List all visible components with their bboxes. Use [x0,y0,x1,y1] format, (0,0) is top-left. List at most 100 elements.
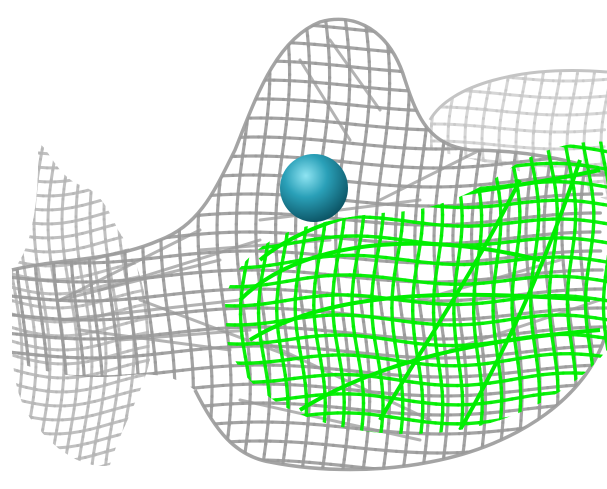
outer-mesh-strut [22,19,28,24]
outer-mesh-strut [62,433,67,447]
outer-mesh-strut [584,462,589,470]
fin-mesh-strut [118,164,123,178]
green-mesh-strut [309,143,324,149]
fin-mesh-strut [149,144,150,152]
fin-mesh-strut [153,288,163,289]
outer-mesh-strut [280,143,286,157]
outer-mesh-strut [462,433,467,448]
outer-mesh-strut [465,15,475,16]
outer-mesh-strut [109,469,122,470]
outer-mesh-strut [226,23,231,37]
outer-mesh-strut [169,26,183,31]
fin-mesh-strut [0,466,4,469]
outer-mesh-strut [57,153,63,167]
outer-mesh-strut [395,260,409,265]
outer-mesh-strut [304,6,305,16]
fin-mesh-strut [116,214,121,228]
outer-mesh-strut [55,127,69,131]
outer-mesh-strut [126,163,140,168]
outer-mesh-strut [479,22,485,36]
green-mesh-strut [549,165,556,180]
outer-mesh-strut [148,142,161,148]
outer-mesh-strut [353,10,364,11]
fin-mesh-strut [36,447,41,461]
ligand-sphere[interactable] [280,154,348,222]
green-mesh-strut [439,192,444,207]
outer-mesh-strut [373,447,388,453]
outer-mesh-strut [350,464,365,470]
outer-mesh-strut [43,145,57,150]
back-mesh-strut [511,76,525,81]
fin-mesh-strut [0,158,7,161]
outer-mesh-strut [363,130,368,144]
outer-mesh-strut [492,466,505,470]
green-mesh-strut [399,417,405,431]
outer-mesh-strut [190,423,204,428]
outer-mesh-strut [0,219,7,220]
outer-mesh-strut [41,19,46,26]
outer-mesh-strut [348,160,363,166]
outer-mesh-strut [488,410,502,415]
green-mesh-strut [350,280,355,295]
outer-mesh-strut [568,133,573,147]
outer-mesh-strut [12,65,23,70]
outer-mesh-strut [115,443,120,457]
outer-mesh-strut [99,104,104,118]
outer-mesh-strut [283,288,298,293]
outer-mesh-strut [377,171,383,186]
outer-mesh-strut [285,155,300,160]
back-mesh-strut [479,192,493,197]
outer-mesh-strut [143,180,156,186]
green-mesh-strut [497,364,503,379]
outer-mesh-strut [209,44,214,58]
back-mesh-strut [475,57,476,67]
fin-mesh-strut [124,375,138,381]
fin-mesh-strut [103,447,117,454]
outer-mesh-strut [178,8,188,9]
fin-mesh-strut [13,412,18,426]
green-mesh-strut [303,381,308,396]
green-mesh-strut [268,195,273,210]
fin-mesh-strut [13,397,27,403]
green-mesh-strut [473,266,479,282]
outer-mesh-strut [134,432,139,446]
fin-mesh-strut [68,430,82,435]
outer-mesh-strut [206,19,211,28]
outer-mesh-strut [24,340,30,354]
fin-mesh-strut [8,454,9,464]
outer-mesh-strut [115,89,128,94]
outer-mesh-strut [138,143,152,148]
outer-mesh-strut [544,43,558,48]
green-mesh-strut [361,184,366,198]
green-mesh-strut [275,287,280,302]
outer-mesh-strut [165,468,170,470]
fin-mesh-strut [56,445,70,450]
outer-mesh-strut [153,293,166,298]
fin-mesh-strut [155,386,165,387]
outer-mesh-strut [12,426,21,431]
green-mesh-strut [512,262,517,277]
outer-mesh-strut [343,121,358,127]
outer-mesh-strut [482,467,496,470]
back-mesh-strut [599,196,607,201]
outer-mesh-strut [190,406,195,420]
fin-mesh-strut [56,277,70,282]
outer-mesh-strut [161,103,175,108]
fin-mesh-strut [126,428,140,435]
green-mesh-strut [338,431,344,434]
back-mesh-strut [555,82,561,96]
outer-mesh-strut [224,123,230,137]
green-mesh-strut [420,409,425,424]
green-mesh-strut [468,133,478,134]
green-mesh-strut [312,314,317,330]
outer-mesh-strut [533,8,542,9]
outer-mesh-strut [130,462,135,470]
fin-mesh-strut [103,371,107,385]
outer-mesh-strut [25,12,35,13]
outer-mesh-strut [517,28,522,43]
fin-mesh-strut [15,302,21,316]
back-mesh-strut [595,111,607,116]
outer-mesh-strut [88,264,93,278]
fin-mesh-strut [54,144,60,152]
